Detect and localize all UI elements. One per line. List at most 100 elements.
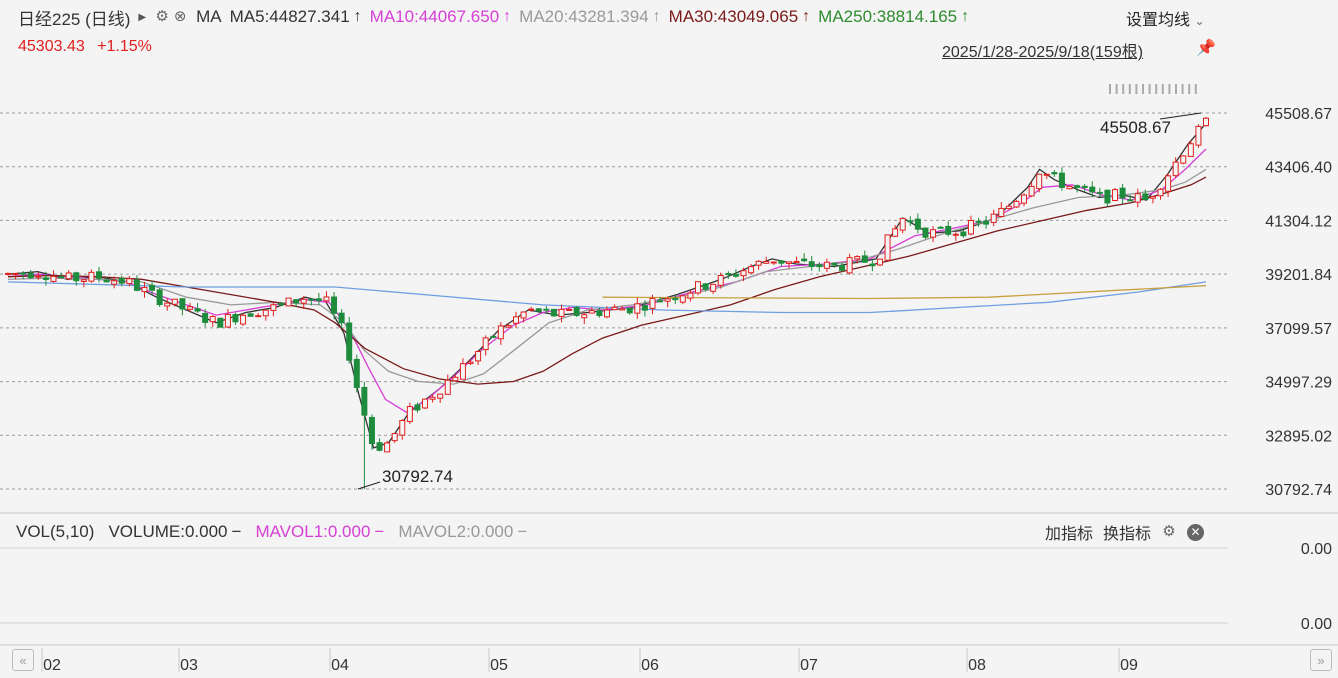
candle-body — [467, 361, 474, 364]
candle-body — [126, 278, 133, 285]
candle-body — [315, 298, 322, 302]
candle-body — [884, 234, 891, 261]
candle-body — [975, 220, 982, 223]
candle-body — [255, 315, 262, 318]
candle-body — [156, 289, 163, 306]
candle-body — [687, 292, 694, 299]
candle-body — [785, 261, 792, 264]
candle-body — [558, 308, 565, 317]
candle-body — [907, 220, 914, 223]
candle-body — [406, 406, 413, 423]
x-tick-label: 04 — [331, 657, 349, 674]
candle-body — [65, 272, 72, 280]
candle-body — [12, 272, 19, 275]
candle-body — [1051, 172, 1058, 175]
candle-body — [914, 218, 921, 230]
candle-body — [823, 261, 830, 269]
candle-body — [839, 264, 846, 271]
candle-body — [755, 260, 762, 266]
candle-body — [331, 296, 338, 314]
ma-line-ma-gold — [602, 285, 1207, 300]
candle-body — [657, 300, 664, 303]
candle-body — [232, 313, 239, 323]
candle-body — [194, 308, 201, 312]
ma5-label: MA5:44827.341 — [229, 7, 350, 26]
candle-body — [619, 308, 626, 311]
chevron-down-icon: ⌄ — [1194, 14, 1205, 28]
candle-body — [391, 433, 398, 442]
candle-body — [543, 308, 550, 311]
y-tick-label: 37099.57 — [1265, 321, 1332, 338]
candle-body — [1195, 125, 1202, 146]
x-tick-label: 07 — [800, 657, 818, 674]
candle-body — [899, 217, 906, 231]
candle-body — [573, 306, 580, 316]
instrument-title[interactable]: 日经225 (日线) — [18, 9, 131, 29]
candle-body — [694, 281, 701, 294]
low-arrow — [357, 481, 381, 490]
ma250-arrow: ↑ — [961, 8, 970, 25]
indicator-controls: 加指标 换指标 ⚙ ✕ — [1045, 520, 1214, 544]
volume-value: VOLUME:0.000 — [108, 522, 228, 541]
candle-body — [482, 337, 489, 351]
candle-body — [80, 279, 87, 282]
candle-body — [892, 228, 899, 237]
candle-body — [141, 287, 148, 293]
ma250-label: MA250:38814.165 — [818, 7, 958, 26]
x-tick-label: 06 — [641, 657, 659, 674]
play-triangle-icon[interactable]: ▶ — [138, 11, 147, 23]
candle-body — [566, 308, 573, 311]
candle-body — [717, 274, 724, 286]
candle-body — [444, 379, 451, 395]
candle-body — [429, 396, 436, 400]
price-change: +1.15% — [97, 38, 152, 55]
y-tick-label: 41304.12 — [1265, 213, 1332, 230]
close-icon[interactable]: ⊗ — [173, 8, 187, 25]
candle-body — [641, 304, 648, 311]
candle-body — [550, 308, 557, 317]
y-tick-label: 45508.67 — [1265, 106, 1332, 123]
candle-body — [353, 358, 360, 388]
candle-body — [1104, 189, 1111, 204]
candle-body — [50, 275, 57, 282]
ma-settings-button[interactable]: 设置均线 ⌄ — [1126, 6, 1205, 30]
gear-icon[interactable]: ⚙ — [155, 8, 169, 25]
candle-body — [103, 279, 110, 283]
candle-body — [710, 283, 717, 292]
ma10-arrow: ↑ — [503, 8, 512, 25]
candle-body — [983, 220, 990, 225]
candle-body — [816, 264, 823, 268]
pin-icon[interactable]: 📌 — [1196, 40, 1216, 57]
switch-indicator-button[interactable]: 换指标 — [1103, 526, 1152, 543]
candle-body — [725, 273, 732, 276]
date-range[interactable]: 2025/1/28-2025/9/18(159根) — [942, 44, 1144, 61]
candle-body — [300, 298, 307, 304]
candle-body — [1081, 185, 1088, 189]
candle-body — [778, 260, 785, 264]
volume-y-tick-label: 0.00 — [1301, 616, 1332, 633]
candle-body — [209, 316, 216, 323]
candle-body — [217, 317, 224, 328]
ma5-arrow: ↑ — [353, 8, 362, 25]
candle-body — [475, 351, 482, 362]
candle-body — [1021, 194, 1028, 204]
scroll-right-button[interactable]: » — [1310, 649, 1332, 671]
gear-icon[interactable]: ⚙ — [1162, 523, 1176, 540]
candle-body — [634, 303, 641, 314]
ma20-arrow: ↑ — [652, 8, 661, 25]
ma-line-ma20 — [7, 168, 1207, 385]
candle-body — [1119, 187, 1126, 199]
add-indicator-button[interactable]: 加指标 — [1045, 526, 1094, 543]
candle-body — [831, 262, 838, 266]
candle-body — [960, 231, 967, 237]
candle-body — [945, 225, 952, 235]
candle-body — [869, 263, 876, 267]
close-icon[interactable]: ✕ — [1187, 523, 1205, 541]
x-tick-label: 05 — [490, 657, 508, 674]
scroll-left-button[interactable]: « — [12, 649, 34, 671]
candle-body — [270, 304, 277, 311]
candle-body — [459, 363, 466, 380]
candle-body — [1036, 173, 1043, 190]
candle-body — [1013, 200, 1020, 208]
